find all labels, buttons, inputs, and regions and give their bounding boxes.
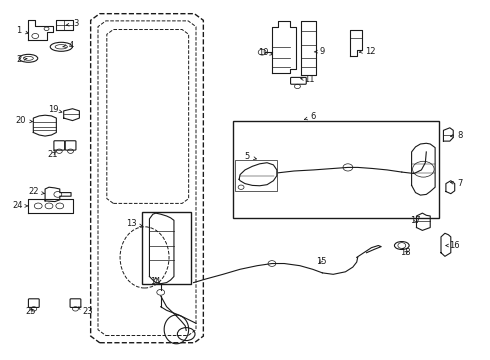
Bar — [233, 121, 439, 218]
Text: 2: 2 — [16, 55, 27, 64]
Text: 1: 1 — [16, 26, 28, 35]
Text: 4: 4 — [63, 40, 74, 49]
Text: 18: 18 — [400, 248, 411, 257]
Text: 22: 22 — [28, 187, 45, 196]
Text: 6: 6 — [304, 112, 315, 121]
Text: 21: 21 — [48, 150, 58, 158]
Text: 12: 12 — [359, 46, 375, 55]
Bar — [142, 212, 191, 284]
Text: 9: 9 — [314, 46, 325, 55]
Text: 7: 7 — [450, 179, 462, 188]
Text: 16: 16 — [446, 241, 460, 250]
Text: 25: 25 — [25, 307, 36, 316]
Text: 14: 14 — [150, 277, 161, 286]
Text: 20: 20 — [15, 116, 32, 125]
Text: 13: 13 — [126, 219, 143, 228]
Text: 24: 24 — [12, 202, 28, 210]
Text: 8: 8 — [450, 130, 462, 139]
Text: 23: 23 — [78, 307, 93, 316]
Text: 10: 10 — [258, 48, 272, 57]
Bar — [235, 160, 277, 191]
Text: 17: 17 — [410, 216, 421, 225]
Text: 3: 3 — [66, 19, 78, 28]
Text: 5: 5 — [245, 152, 256, 161]
Text: 15: 15 — [316, 256, 326, 265]
Text: 19: 19 — [48, 105, 62, 114]
Text: 11: 11 — [301, 76, 315, 85]
